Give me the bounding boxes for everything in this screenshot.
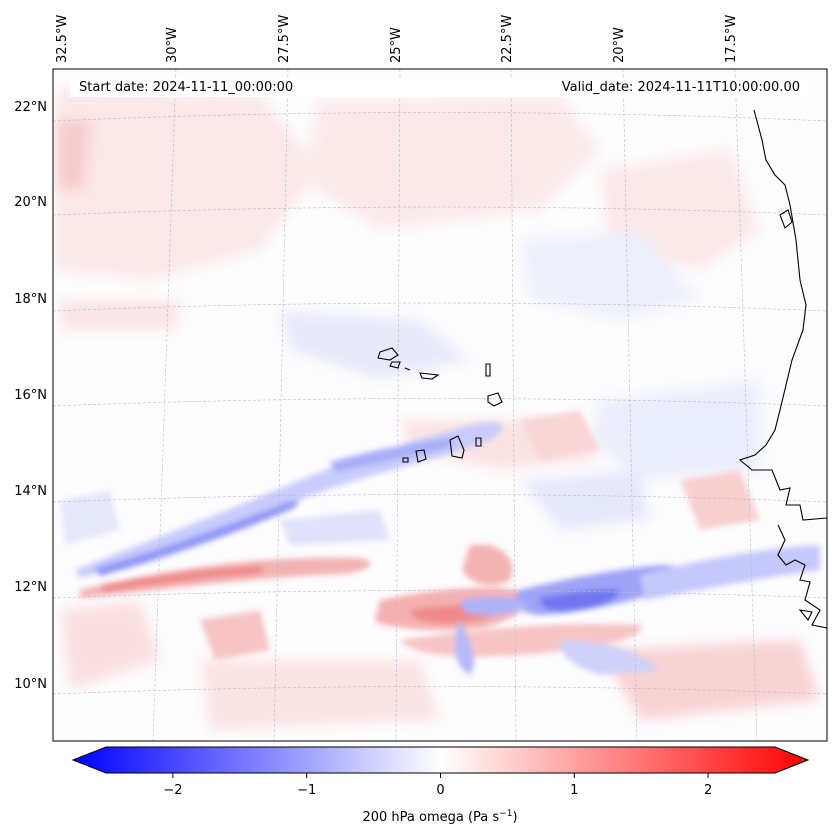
lon-label: 30°W bbox=[165, 27, 180, 63]
valid-date-label: Valid_date: 2024-11-11T10:00:00.00 bbox=[562, 80, 800, 95]
colorbar: −2 −1 0 1 2 200 hPa omega (Pa s−1) bbox=[71, 746, 810, 825]
lon-label: 25°W bbox=[389, 27, 404, 63]
map-frame bbox=[52, 68, 828, 742]
colorbar-tick-label: −1 bbox=[297, 783, 316, 798]
lat-label: 12°N bbox=[14, 580, 47, 595]
map-panel: Start date: 2024-11-11_00:00:00 Valid_da… bbox=[52, 68, 828, 742]
colorbar-tick-label: 2 bbox=[704, 783, 712, 798]
colorbar-bar bbox=[71, 746, 810, 774]
lon-label: 17.5°W bbox=[724, 15, 739, 63]
colorbar-ticks: −2 −1 0 1 2 bbox=[163, 773, 712, 798]
colorbar-tick-label: 1 bbox=[570, 783, 578, 798]
lat-label: 18°N bbox=[14, 292, 47, 307]
lat-label: 10°N bbox=[14, 677, 47, 692]
lon-label: 32.5°W bbox=[55, 15, 70, 63]
lat-label: 20°N bbox=[14, 195, 47, 210]
lat-label: 14°N bbox=[14, 484, 47, 499]
colorbar-label-end: ) bbox=[512, 810, 517, 825]
date-banner bbox=[70, 78, 808, 97]
graticule bbox=[53, 69, 827, 741]
omega-field bbox=[55, 90, 820, 730]
lon-label: 22.5°W bbox=[500, 15, 515, 63]
start-date-label: Start date: 2024-11-11_00:00:00 bbox=[79, 80, 293, 95]
colorbar-tick-label: 0 bbox=[436, 783, 444, 798]
lat-label: 16°N bbox=[14, 388, 47, 403]
lon-label: 27.5°W bbox=[277, 15, 292, 63]
latitude-labels: 22°N 20°N 18°N 16°N 14°N 12°N 10°N bbox=[14, 100, 47, 692]
colorbar-label-unit-exp: −1 bbox=[499, 809, 512, 819]
colorbar-label: 200 hPa omega (Pa s−1) bbox=[362, 809, 517, 825]
lon-label: 20°W bbox=[612, 27, 627, 63]
coastline bbox=[377, 109, 828, 629]
lat-label: 22°N bbox=[14, 100, 47, 115]
colorbar-label-text: 200 hPa omega (Pa s bbox=[362, 810, 499, 825]
colorbar-tick-label: −2 bbox=[163, 783, 182, 798]
longitude-labels: 32.5°W 30°W 27.5°W 25°W 22.5°W 20°W 17.5… bbox=[55, 15, 739, 63]
